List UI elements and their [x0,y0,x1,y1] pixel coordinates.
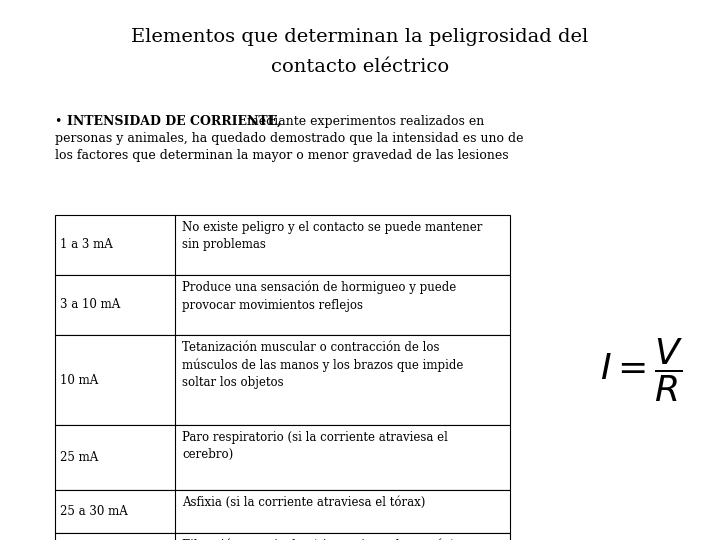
Text: 3 a 10 mA: 3 a 10 mA [60,299,120,312]
Text: 10 mA: 10 mA [60,374,98,387]
Text: •: • [55,115,66,128]
Text: Asfixia (si la corriente atraviesa el tórax): Asfixia (si la corriente atraviesa el tó… [182,496,426,509]
Text: contacto eléctrico: contacto eléctrico [271,58,449,76]
Text: $\mathit{I} = \dfrac{\mathit{V}}{\mathit{R}}$: $\mathit{I} = \dfrac{\mathit{V}}{\mathit… [600,336,684,403]
Bar [55,215,510,275]
Bar [55,335,510,425]
Text: Fibración ventricular (si atraviesa el corazón): Fibración ventricular (si atraviesa el c… [182,539,455,540]
Text: 1 a 3 mA: 1 a 3 mA [60,239,113,252]
Text: Tetanización muscular o contracción de los
músculos de las manos y los brazos qu: Tetanización muscular o contracción de l… [182,341,464,389]
Text: Elementos que determinan la peligrosidad del: Elementos que determinan la peligrosidad… [131,28,589,46]
Bar [55,425,510,490]
Text: los factores que determinan la mayor o menor gravedad de las lesiones: los factores que determinan la mayor o m… [55,149,508,162]
Bar [55,490,510,533]
Text: Produce una sensación de hormigueo y puede
provocar movimientos reflejos: Produce una sensación de hormigueo y pue… [182,281,456,312]
Text: personas y animales, ha quedado demostrado que la intensidad es uno de: personas y animales, ha quedado demostra… [55,132,523,145]
Text: Paro respiratorio (si la corriente atraviesa el
cerebro): Paro respiratorio (si la corriente atrav… [182,431,448,461]
Text: mediante experimentos realizados en: mediante experimentos realizados en [243,115,485,128]
Text: No existe peligro y el contacto se puede mantener
sin problemas: No existe peligro y el contacto se puede… [182,221,482,251]
Text: 25 mA: 25 mA [60,451,98,464]
Bar [55,275,510,335]
Text: 25 a 30 mA: 25 a 30 mA [60,505,127,518]
Bar [55,533,510,540]
Text: INTENSIDAD DE CORRIENTE,: INTENSIDAD DE CORRIENTE, [67,115,282,128]
